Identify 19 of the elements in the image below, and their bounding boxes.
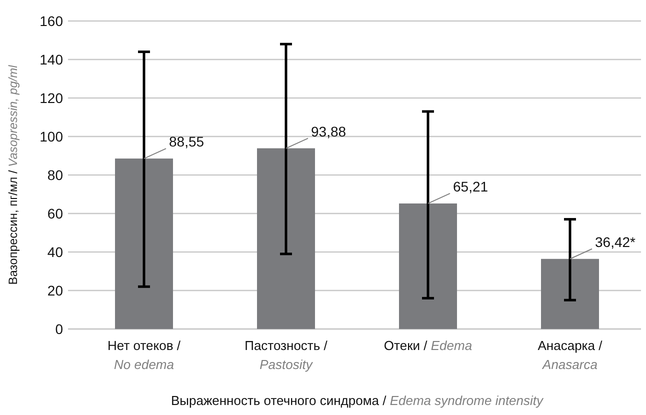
- y-tick-label: 120: [40, 90, 64, 106]
- x-tick-label: Пастозность / Pastosity: [244, 338, 328, 372]
- y-tick-label: 100: [40, 128, 64, 144]
- y-tick-label: 20: [47, 282, 64, 298]
- x-axis-title: Выраженность отечного синдрома / Edema syndrome intensity: [170, 393, 545, 408]
- x-tick-label: Отеки / Edema: [384, 338, 472, 353]
- y-axis-title: Вазопрессин, пг/мл / Vasopressin, pg/ml: [6, 64, 20, 285]
- x-tick-label: Анасарка / Anasarca: [538, 338, 603, 372]
- y-tick-label: 60: [47, 205, 64, 222]
- data-label: 36,42*: [595, 234, 636, 250]
- y-tick-label: 0: [55, 320, 64, 337]
- y-tick-label: 160: [40, 12, 64, 29]
- y-tick-label: 140: [40, 51, 64, 68]
- y-tick-label: 40: [47, 244, 64, 260]
- data-label: 65,21: [453, 178, 488, 194]
- x-tick-label: Нет отеков / No edema: [108, 338, 181, 372]
- y-tick-label: 80: [47, 166, 64, 183]
- data-label: 88,55: [169, 134, 204, 150]
- data-label: 93,88: [311, 123, 346, 140]
